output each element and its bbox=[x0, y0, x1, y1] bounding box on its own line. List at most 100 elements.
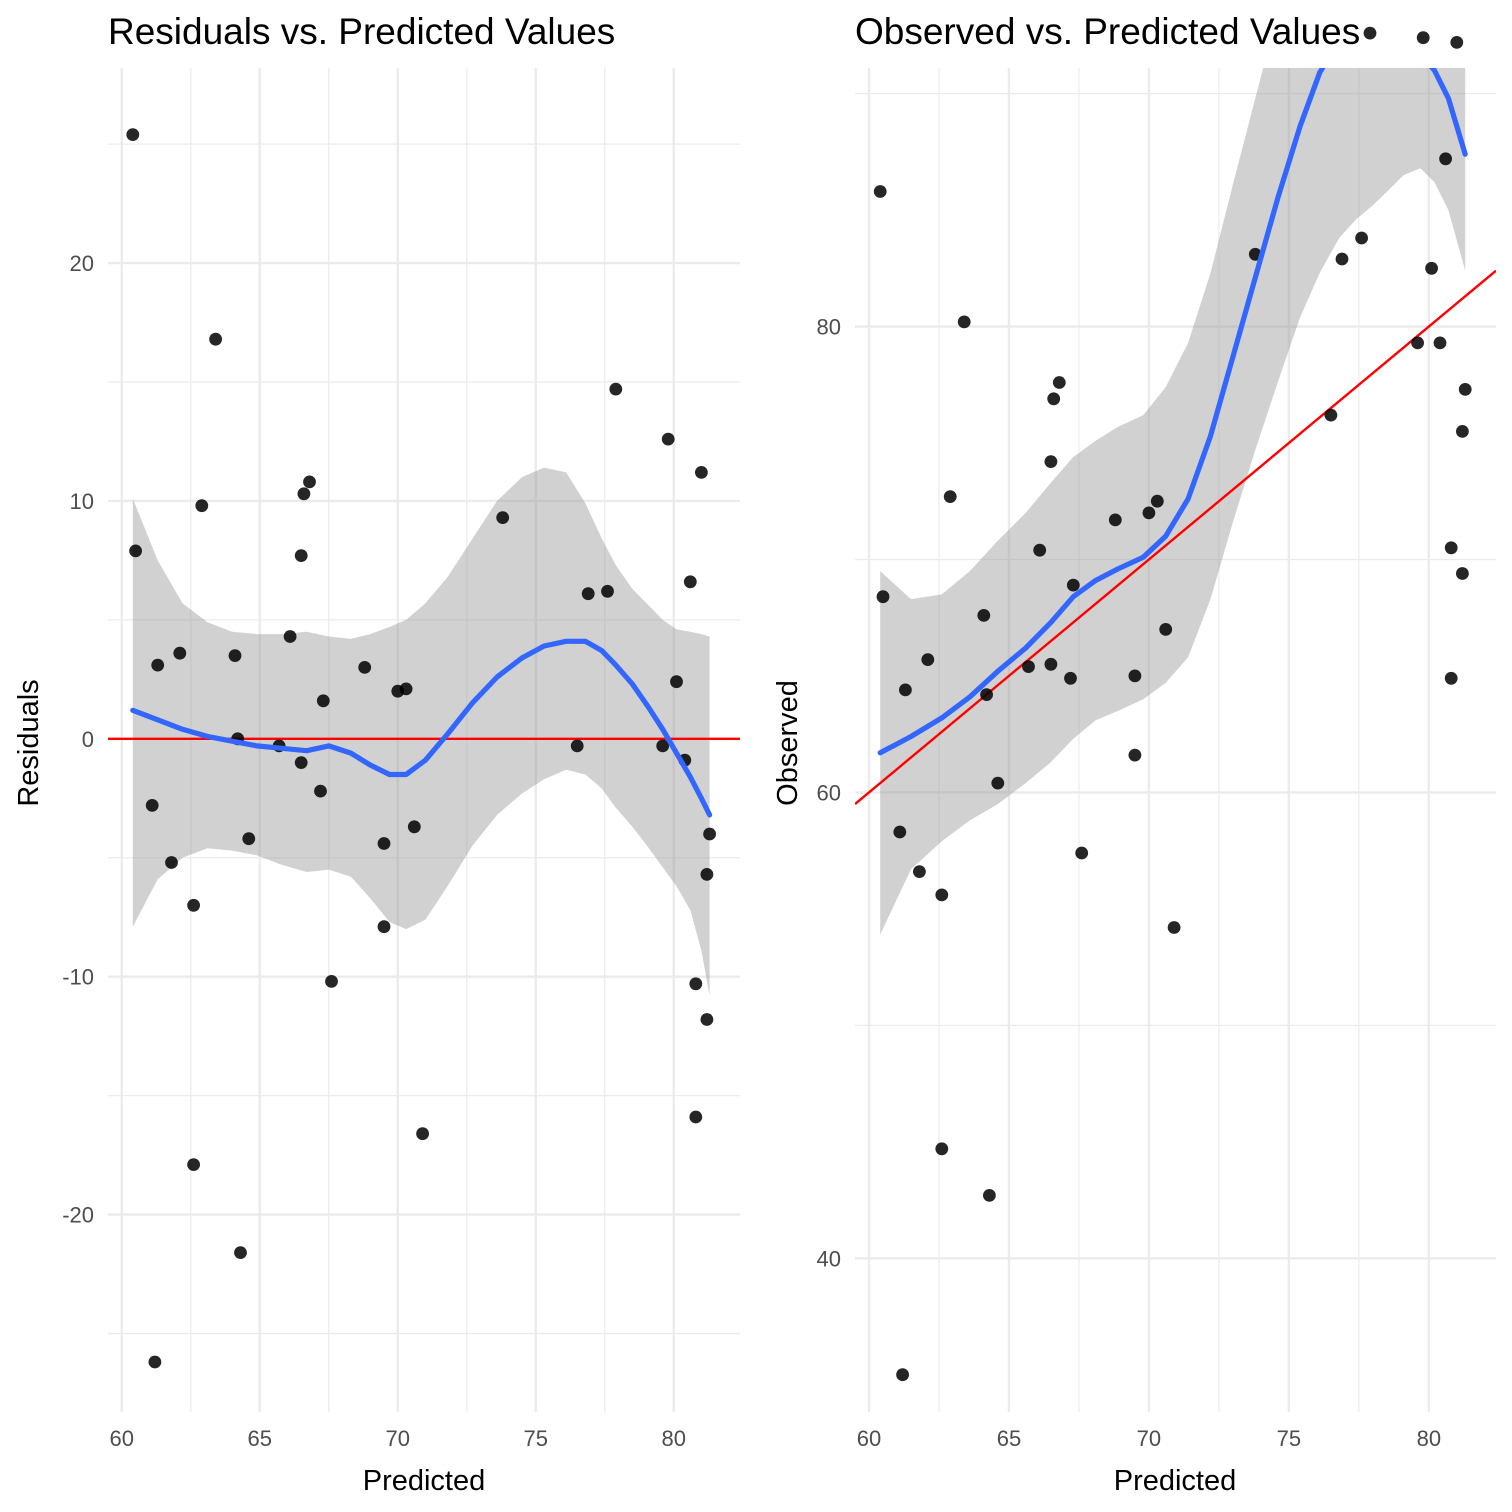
x-tick-label: 80 bbox=[662, 1426, 686, 1451]
data-point bbox=[921, 653, 935, 666]
data-point bbox=[126, 128, 140, 142]
data-point bbox=[377, 837, 391, 850]
data-point bbox=[1128, 669, 1142, 683]
data-point bbox=[242, 832, 256, 846]
data-point bbox=[689, 977, 703, 991]
data-point bbox=[935, 888, 949, 902]
data-point bbox=[187, 898, 201, 912]
data-point bbox=[899, 683, 912, 697]
reference-line bbox=[855, 269, 1496, 805]
residuals-panel: Residuals vs. Predicted Values -20 -10 0 10… bbox=[13, 11, 740, 1497]
data-point bbox=[1444, 671, 1458, 685]
x-tick-label: 70 bbox=[1137, 1426, 1161, 1451]
data-point bbox=[1416, 31, 1430, 45]
data-point bbox=[581, 587, 595, 601]
chart-title: Observed vs. Predicted Values bbox=[855, 11, 1360, 52]
data-point bbox=[407, 820, 421, 834]
data-point bbox=[195, 499, 209, 513]
y-tick-label: 60 bbox=[817, 780, 841, 805]
data-point bbox=[983, 1189, 996, 1202]
data-point bbox=[935, 1142, 949, 1156]
data-point bbox=[297, 487, 311, 501]
data-point bbox=[1108, 513, 1122, 527]
data-point bbox=[151, 658, 165, 672]
data-point bbox=[358, 661, 372, 674]
data-point bbox=[1044, 657, 1058, 671]
data-point bbox=[1324, 408, 1338, 422]
data-point bbox=[1167, 921, 1181, 934]
data-point bbox=[314, 784, 327, 798]
data-point bbox=[1458, 383, 1472, 396]
x-axis-title: Predicted bbox=[1114, 1465, 1237, 1497]
data-point bbox=[1033, 543, 1047, 557]
x-tick-labels: 60 65 70 75 80 bbox=[110, 1426, 686, 1451]
x-tick-label: 75 bbox=[524, 1426, 548, 1451]
data-point bbox=[294, 756, 308, 769]
data-point bbox=[1411, 336, 1424, 350]
data-point bbox=[1456, 425, 1469, 438]
y-tick-labels: -20 -10 0 10 20 bbox=[62, 251, 94, 1228]
data-point bbox=[656, 739, 670, 753]
data-point bbox=[1047, 392, 1061, 406]
data-point bbox=[496, 511, 510, 524]
data-point bbox=[173, 646, 187, 660]
y-axis-title: Observed bbox=[772, 680, 804, 806]
gridlines bbox=[855, 68, 1496, 1412]
y-axis-title: Residuals bbox=[13, 679, 45, 806]
data-point bbox=[303, 475, 316, 489]
data-point bbox=[228, 649, 242, 662]
data-point bbox=[980, 688, 993, 701]
x-tick-label: 70 bbox=[386, 1426, 410, 1451]
y-tick-labels: 40 60 80 bbox=[817, 315, 841, 1272]
data-point bbox=[1052, 376, 1066, 389]
x-tick-label: 60 bbox=[110, 1426, 134, 1451]
data-points bbox=[873, 26, 1472, 1382]
data-point bbox=[670, 675, 683, 689]
data-point bbox=[683, 575, 697, 589]
data-point bbox=[873, 185, 887, 198]
data-point bbox=[1075, 846, 1089, 860]
data-point bbox=[695, 466, 708, 479]
data-point bbox=[294, 549, 308, 562]
x-tick-label: 75 bbox=[1277, 1426, 1301, 1451]
data-point bbox=[700, 1013, 714, 1026]
data-points bbox=[126, 128, 716, 1369]
y-tick-label: 20 bbox=[70, 251, 94, 276]
smooth-curve bbox=[877, 68, 1468, 756]
data-point bbox=[689, 1110, 703, 1124]
data-point bbox=[661, 432, 675, 446]
data-point bbox=[1439, 152, 1452, 166]
x-axis-title: Predicted bbox=[363, 1465, 486, 1497]
data-point bbox=[416, 1127, 429, 1141]
y-tick-label: -20 bbox=[62, 1203, 94, 1228]
data-point bbox=[283, 630, 297, 643]
data-point bbox=[1425, 261, 1438, 275]
data-point bbox=[570, 739, 584, 753]
data-point bbox=[165, 856, 178, 869]
data-point bbox=[601, 584, 614, 598]
data-point bbox=[896, 1368, 909, 1382]
data-point bbox=[957, 315, 971, 329]
data-point bbox=[913, 865, 926, 878]
chart-title: Residuals vs. Predicted Values bbox=[108, 11, 615, 52]
x-tick-label: 80 bbox=[1417, 1426, 1441, 1451]
data-point bbox=[399, 682, 413, 696]
data-point bbox=[1022, 660, 1035, 673]
data-point bbox=[700, 868, 714, 881]
data-point bbox=[943, 490, 957, 503]
data-point bbox=[893, 825, 907, 839]
data-point bbox=[1044, 455, 1058, 468]
data-point bbox=[1128, 748, 1142, 762]
data-point bbox=[991, 776, 1005, 790]
data-point bbox=[148, 1355, 162, 1369]
data-point bbox=[1066, 578, 1080, 592]
y-tick-label: -10 bbox=[62, 965, 94, 990]
y-tick-label: 40 bbox=[817, 1246, 841, 1271]
data-point bbox=[325, 975, 338, 988]
data-point bbox=[377, 920, 391, 934]
data-point bbox=[1444, 541, 1458, 555]
data-point bbox=[876, 590, 890, 604]
data-point bbox=[209, 332, 223, 346]
